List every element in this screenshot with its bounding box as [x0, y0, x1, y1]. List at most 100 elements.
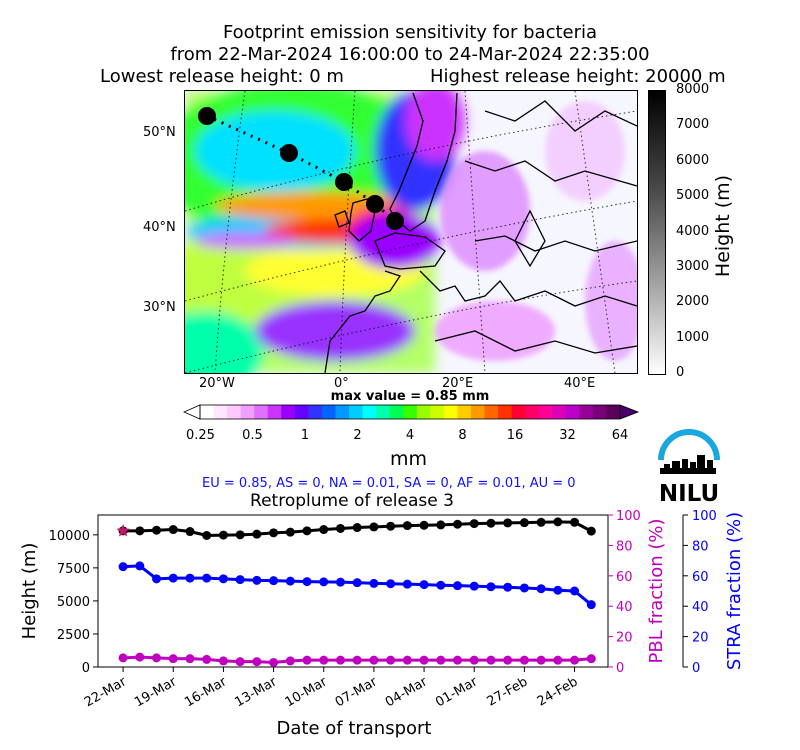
- chart-title: Retroplume of release 3: [250, 491, 454, 511]
- y-tick-label: 7500: [57, 562, 90, 577]
- data-point: [118, 653, 128, 663]
- colorbar-cell: [349, 405, 364, 419]
- series-right1: [118, 652, 596, 667]
- data-point: [453, 655, 463, 665]
- data-point: [369, 578, 379, 588]
- sensitivity-colorbar: [183, 404, 640, 420]
- data-point: [519, 583, 529, 593]
- colorbar-cell: [362, 405, 377, 419]
- data-point: [386, 579, 396, 589]
- colorbar-cell: [430, 405, 445, 419]
- figure-title-line1: Footprint emission sensitivity for bacte…: [222, 22, 598, 43]
- data-point: [202, 530, 212, 540]
- nilu-logo: NILU: [658, 429, 720, 506]
- y-tick-label: 5000: [57, 595, 90, 610]
- colorbar-cell: [552, 405, 567, 419]
- data-point: [553, 655, 563, 665]
- pbl-tick-label: 20: [616, 631, 633, 646]
- colorbar-cell: [484, 405, 499, 419]
- colorbar-cell: [579, 405, 594, 419]
- max-value-label: max value = 0.85 mm: [330, 389, 490, 404]
- data-point: [503, 518, 513, 528]
- data-point: [419, 520, 429, 530]
- data-point: [503, 582, 513, 592]
- data-point: [553, 585, 563, 595]
- data-point: [185, 527, 195, 537]
- data-point: [302, 577, 312, 587]
- data-point: [570, 655, 580, 665]
- stra-tick-label: 80: [692, 539, 709, 554]
- data-point: [285, 527, 295, 537]
- data-point: [453, 519, 463, 529]
- lowest-release-height: Lowest release height: 0 m: [100, 66, 344, 87]
- retroplume-chart: Retroplume of release 3 0 2500 5000 7500 100…: [19, 491, 745, 739]
- data-point: [202, 654, 212, 664]
- trajectory-point: [198, 107, 216, 125]
- lon-label-0: 0°: [334, 376, 349, 391]
- data-point: [218, 656, 228, 666]
- x-axis-ticks: 22-Mar 19-Mar 16-Mar 13-Mar 10-Mar 07-Mar 04-M…: [82, 667, 581, 710]
- sensitivity-colorbar-label: mm: [390, 448, 428, 470]
- data-point: [269, 528, 279, 538]
- data-point: [486, 655, 496, 665]
- x-tick-label: 07-Mar: [333, 674, 381, 710]
- data-point: [252, 657, 262, 667]
- data-point: [302, 655, 312, 665]
- pbl-tick-label: 40: [616, 600, 633, 615]
- height-colorbar-tick: 4000: [676, 223, 710, 239]
- height-colorbar-tick: 6000: [676, 152, 710, 168]
- x-tick-label: 24-Feb: [535, 674, 581, 709]
- data-point: [536, 517, 546, 527]
- colorbar-cell: [606, 405, 621, 419]
- footprint-map-image: [185, 91, 637, 373]
- y-axis-ticks: 0 2500 5000 7500 10000: [49, 529, 98, 676]
- sensitivity-colorbar-ticks: 0.25 0.5 1 2 4 8 16 32 64: [186, 428, 628, 444]
- data-point: [586, 526, 596, 536]
- data-point: [185, 654, 195, 664]
- data-point: [135, 561, 145, 571]
- data-point: [503, 655, 513, 665]
- data-point: [486, 518, 496, 528]
- height-colorbar-label: Height (m): [712, 174, 734, 278]
- sensitivity-colorbar-tick: 2: [353, 428, 362, 443]
- x-tick-label: 16-Mar: [182, 674, 230, 710]
- pbl-tick-label: 60: [616, 570, 633, 585]
- x-tick-label: 01-Mar: [433, 674, 481, 710]
- stra-tick-label: 0: [692, 661, 700, 676]
- data-point: [152, 525, 162, 535]
- figure-title-line2: from 22-Mar-2024 16:00:00 to 24-Mar-2024…: [170, 44, 650, 65]
- highest-release-height: Highest release height: 20000 m: [430, 66, 726, 87]
- data-point: [335, 523, 345, 533]
- colorbar-cell: [376, 405, 391, 419]
- x-tick-label: 27-Feb: [485, 674, 531, 709]
- release-marker: [116, 523, 130, 537]
- data-point: [553, 517, 563, 527]
- data-point: [536, 655, 546, 665]
- data-point: [168, 525, 178, 535]
- data-point: [235, 530, 245, 540]
- stra-tick-label: 100: [692, 509, 717, 524]
- y-tick-label: 2500: [57, 628, 90, 643]
- series-left: [118, 517, 596, 540]
- data-point: [335, 577, 345, 587]
- sensitivity-colorbar-tick: 32: [559, 428, 576, 443]
- data-point: [218, 574, 228, 584]
- stra-tick-label: 60: [692, 570, 709, 585]
- x-axis-label: Date of transport: [277, 718, 432, 739]
- data-point: [419, 655, 429, 665]
- lon-label-20e: 20°E: [442, 376, 474, 391]
- data-point: [453, 581, 463, 591]
- data-point: [269, 576, 279, 586]
- data-point: [319, 655, 329, 665]
- region-fractions: EU = 0.85, AS = 0, NA = 0.01, SA = 0, AF…: [202, 476, 576, 491]
- colorbar-cell: [294, 405, 309, 419]
- height-colorbar-tick: 3000: [676, 258, 710, 274]
- x-tick-label: 10-Mar: [283, 674, 331, 710]
- data-point: [285, 576, 295, 586]
- data-point: [352, 578, 362, 588]
- height-colorbar-tick: 2000: [676, 294, 710, 310]
- data-point: [185, 573, 195, 583]
- colorbar-cell: [443, 405, 458, 419]
- data-point: [252, 575, 262, 585]
- trajectory-point: [386, 212, 404, 230]
